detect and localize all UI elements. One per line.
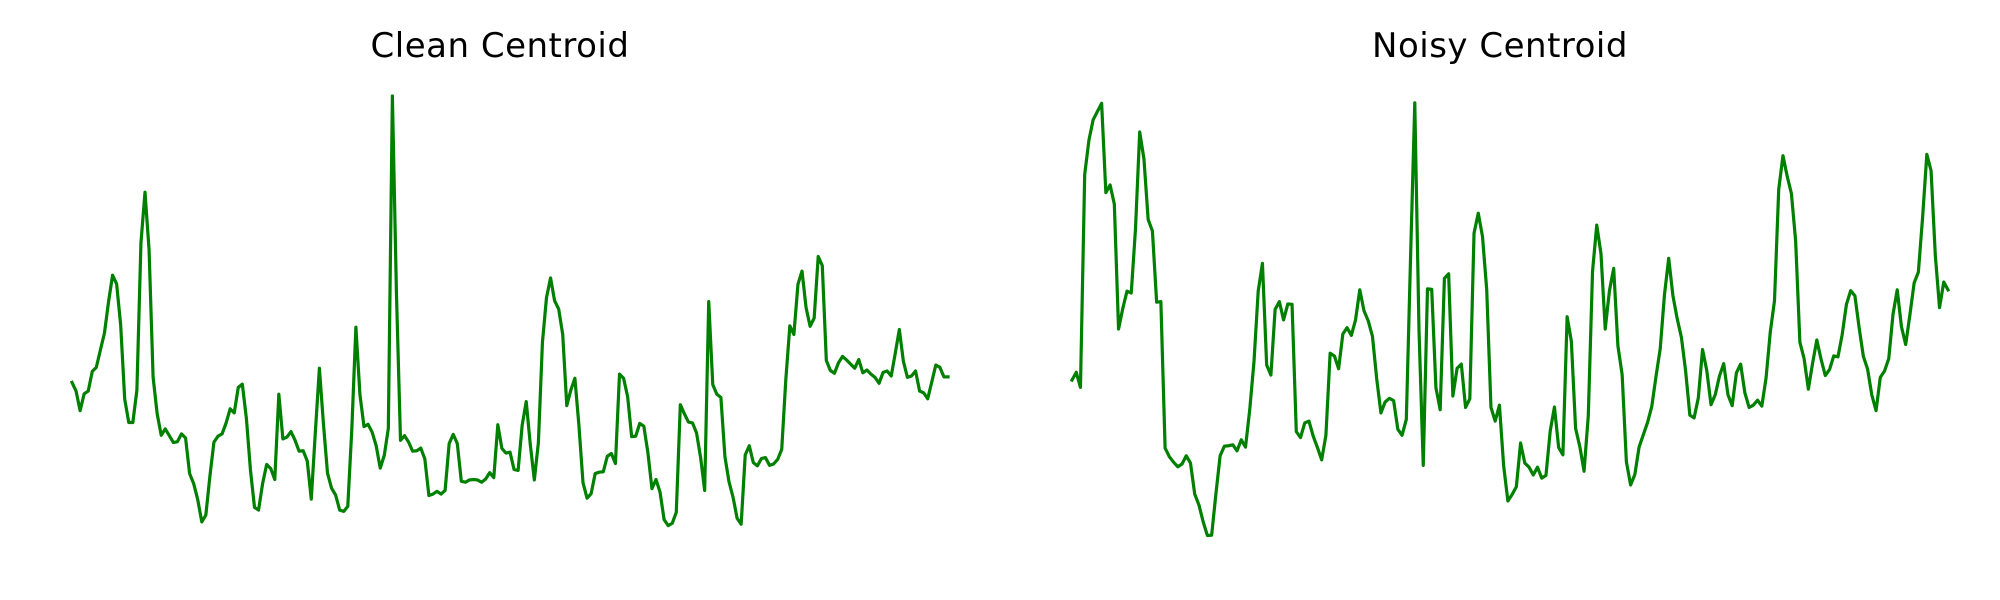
- series-line: [1069, 101, 1951, 538]
- chart-title-clean: Clean Centroid: [370, 26, 630, 66]
- chart-panel-noisy: Noisy Centroid: [1000, 0, 2000, 600]
- chart-title-noisy: Noisy Centroid: [1372, 26, 1628, 66]
- line-chart-noisy: [1069, 101, 1951, 538]
- series-line: [69, 94, 950, 528]
- chart-panel-clean: Clean Centroid: [69, 26, 950, 528]
- line-chart-clean: [69, 94, 950, 528]
